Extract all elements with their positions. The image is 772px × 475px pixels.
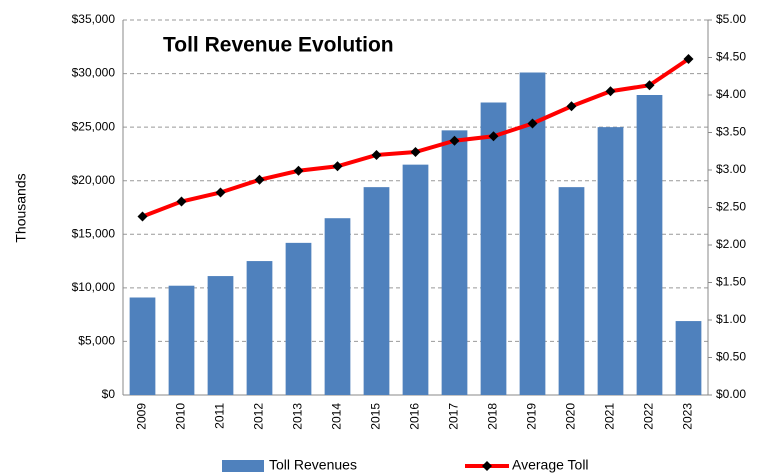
y2-tick-label: $2.00 [716,237,746,251]
y2-tick-label: $3.50 [716,125,746,139]
bar [363,187,390,395]
marker [293,165,304,176]
x-tick-label: 2012 [252,403,266,430]
legend-swatch [222,460,264,472]
marker [683,54,694,64]
y-tick-label: $30,000 [72,66,116,80]
bar [558,187,585,395]
marker [449,135,460,146]
x-tick-label: 2015 [369,403,383,430]
y2-tick-label: $1.00 [716,312,746,326]
bar [129,297,156,395]
bar [246,261,273,395]
y-tick-label: $5,000 [78,334,115,348]
bar [285,242,312,395]
marker [566,101,577,112]
y-tick-label: $10,000 [72,280,116,294]
bar [597,127,624,396]
bar [207,276,234,395]
x-tick-label: 2009 [135,403,149,430]
y2-tick-label: $2.50 [716,200,746,214]
legend-label: Toll Revenues [269,457,357,473]
marker [488,131,499,142]
marker [137,211,148,222]
y2-tick-label: $3.00 [716,162,746,176]
x-tick-label: 2018 [486,403,500,430]
x-tick-label: 2020 [564,403,578,430]
marker [605,86,616,97]
legend-label: Average Toll [512,457,589,473]
bar [324,218,351,395]
y2-tick-label: $4.00 [716,87,746,101]
y-tick-label: $15,000 [72,226,116,240]
y2-tick-label: $1.50 [716,275,746,289]
bar [636,95,663,395]
x-tick-label: 2014 [330,403,344,430]
y2-tick-label: $4.50 [716,50,746,64]
x-tick-label: 2021 [603,403,617,430]
y-tick-label: $0 [102,387,116,401]
marker [527,118,538,129]
bar [675,321,702,395]
marker [371,150,382,160]
y-tick-label: $25,000 [72,119,116,133]
x-tick-label: 2016 [408,403,422,430]
x-tick-label: 2019 [525,403,539,430]
marker [176,196,187,207]
x-tick-label: 2017 [447,403,461,430]
marker [254,174,265,185]
bar [441,130,468,395]
x-tick-label: 2022 [642,403,656,430]
y-tick-label: $20,000 [72,173,116,187]
bar [168,285,195,395]
y2-tick-label: $5.00 [716,12,746,26]
marker [644,80,655,91]
legend-marker [482,461,492,471]
marker [410,147,421,157]
y2-tick-label: $0.00 [716,387,746,401]
y2-tick-label: $0.50 [716,350,746,364]
x-tick-label: 2023 [681,403,695,430]
y-tick-label: $35,000 [72,12,116,26]
y-axis-label: Thousands [13,173,29,242]
bar [480,102,507,395]
chart-title: Toll Revenue Evolution [163,34,394,57]
marker [215,187,226,198]
x-tick-label: 2013 [291,403,305,430]
x-tick-label: 2010 [174,403,188,430]
x-tick-label: 2011 [213,403,227,429]
marker [332,161,343,172]
bar [402,164,429,395]
